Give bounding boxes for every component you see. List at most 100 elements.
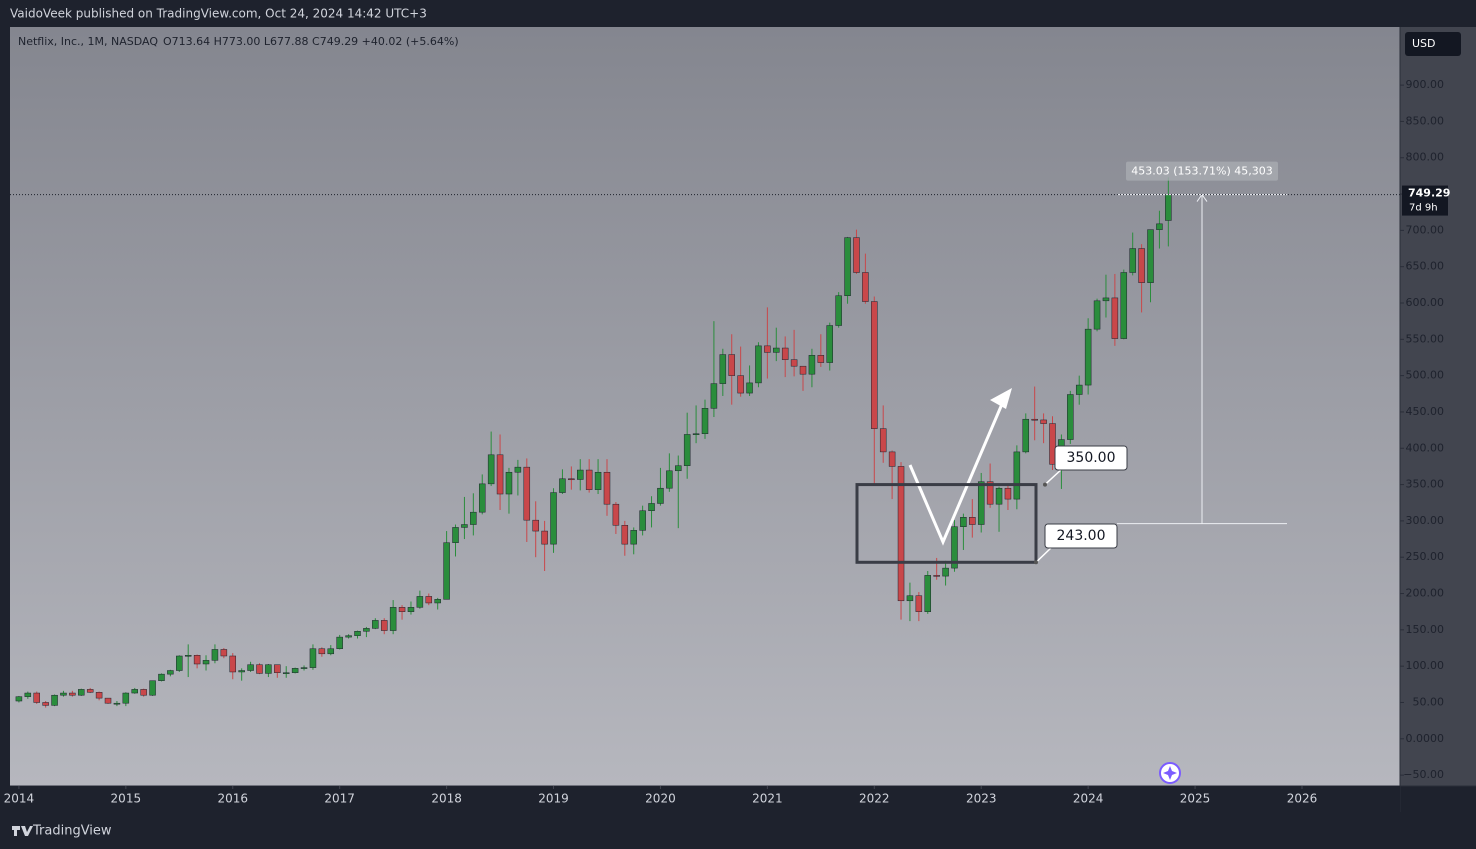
- candle-body: [906, 595, 914, 602]
- candle-body: [60, 692, 67, 696]
- candle-body: [336, 636, 343, 649]
- candle-body: [505, 471, 513, 495]
- y-tick-label: 700.00: [1406, 223, 1445, 236]
- candle-body: [585, 469, 593, 490]
- candle-body: [176, 655, 183, 671]
- symbol: Netflix, Inc., 1M, NASDAQ: [18, 35, 158, 48]
- candle-body: [229, 655, 237, 673]
- candle-body: [817, 355, 825, 363]
- candle-body: [274, 664, 281, 673]
- candle-body: [879, 428, 887, 453]
- candle-body: [924, 575, 932, 612]
- candle-body: [104, 697, 112, 704]
- candle-body: [648, 503, 655, 511]
- candle-body: [220, 649, 228, 657]
- candle-body: [1093, 300, 1101, 330]
- candle-body: [550, 492, 557, 545]
- candle-body: [184, 655, 192, 657]
- candle-body: [951, 526, 958, 569]
- callout-pointer: [1035, 545, 1054, 563]
- candle-body: [781, 347, 789, 360]
- candle-body: [1129, 248, 1136, 273]
- candle-body: [728, 354, 735, 376]
- candle-body: [247, 664, 254, 671]
- currency-button[interactable]: [1405, 32, 1461, 56]
- y-tick-label: 650.00: [1406, 260, 1445, 273]
- y-tick-label: 400.00: [1406, 441, 1445, 454]
- candle-body: [737, 375, 744, 394]
- candle-body: [773, 347, 780, 353]
- y-tick-label: 250.00: [1406, 550, 1445, 563]
- candle-body: [193, 655, 201, 665]
- candle-body: [318, 648, 326, 655]
- candle-body: [1075, 384, 1083, 395]
- candle-body: [1111, 297, 1119, 339]
- x-tick-label: 2021: [752, 792, 783, 806]
- y-tick-label: 300.00: [1406, 514, 1445, 527]
- candle-body: [211, 649, 219, 661]
- y-tick-label: 0.0000: [1406, 732, 1445, 745]
- candle-body: [755, 345, 762, 384]
- candle-body: [425, 596, 433, 604]
- y-tick-label: 850.00: [1406, 114, 1445, 127]
- y-tick-label: 800.00: [1406, 151, 1445, 164]
- candle-body: [897, 466, 905, 602]
- candle-body: [799, 365, 807, 375]
- x-tick-label: 2022: [859, 792, 890, 806]
- candle-body: [140, 689, 147, 696]
- candle-body: [1013, 451, 1021, 500]
- candle-body: [853, 237, 860, 273]
- y-tick-label: 600.00: [1406, 296, 1445, 309]
- candle-body: [443, 542, 450, 600]
- x-tick-label: 2024: [1073, 792, 1104, 806]
- currency[interactable]: USD: [1412, 37, 1436, 50]
- y-tick-label: 550.00: [1406, 332, 1445, 345]
- candle-body: [452, 527, 459, 543]
- candle-body: [461, 524, 468, 528]
- candle-body: [33, 692, 40, 703]
- candle-body: [1040, 419, 1047, 424]
- x-tick-label: 2018: [431, 792, 462, 806]
- candle-body: [300, 667, 308, 669]
- candle-body: [1031, 418, 1038, 421]
- countdown-label: 7d 9h: [1409, 203, 1438, 214]
- candle-body: [844, 237, 851, 296]
- candle-body: [487, 454, 495, 485]
- candle-body: [790, 359, 798, 367]
- candle-body: [354, 631, 361, 636]
- candle-body: [1004, 487, 1012, 500]
- candle-body: [639, 510, 646, 531]
- candle-body: [167, 670, 174, 675]
- candle-body: [24, 692, 32, 697]
- y-tick-label: 900.00: [1406, 78, 1445, 91]
- y-tick-label: −50.00: [1403, 768, 1444, 781]
- last-price-box: [1402, 185, 1448, 216]
- candle-body: [434, 599, 441, 604]
- candle-body: [683, 434, 691, 466]
- candle-body: [719, 354, 727, 384]
- zone-box: [855, 483, 1038, 564]
- candle-body: [238, 670, 245, 673]
- candle-body: [995, 487, 1003, 505]
- candle-body: [577, 469, 584, 480]
- candle-body: [826, 325, 833, 363]
- candle-body: [15, 696, 23, 702]
- candle-body: [568, 478, 575, 481]
- candle-body: [710, 383, 718, 409]
- candle-body: [523, 466, 531, 521]
- candle-body: [363, 628, 370, 632]
- measure-label: 453.03 (153.71%) 45,303: [1131, 165, 1273, 178]
- candle-body: [478, 483, 486, 513]
- publisher: VaidoVeek published on TradingView.com, …: [10, 7, 427, 21]
- candle-body: [407, 607, 415, 612]
- candle-body: [496, 454, 504, 495]
- candle-body: [986, 481, 994, 505]
- candle-body: [1165, 194, 1172, 221]
- candle-body: [372, 620, 379, 629]
- brand: TradingView: [32, 824, 112, 839]
- y-tick-label: 450.00: [1406, 405, 1445, 418]
- candle-body: [969, 517, 976, 525]
- measure-label-bg: [1126, 161, 1278, 181]
- callout-label: 243.00: [1057, 528, 1106, 544]
- candle-body: [256, 664, 263, 674]
